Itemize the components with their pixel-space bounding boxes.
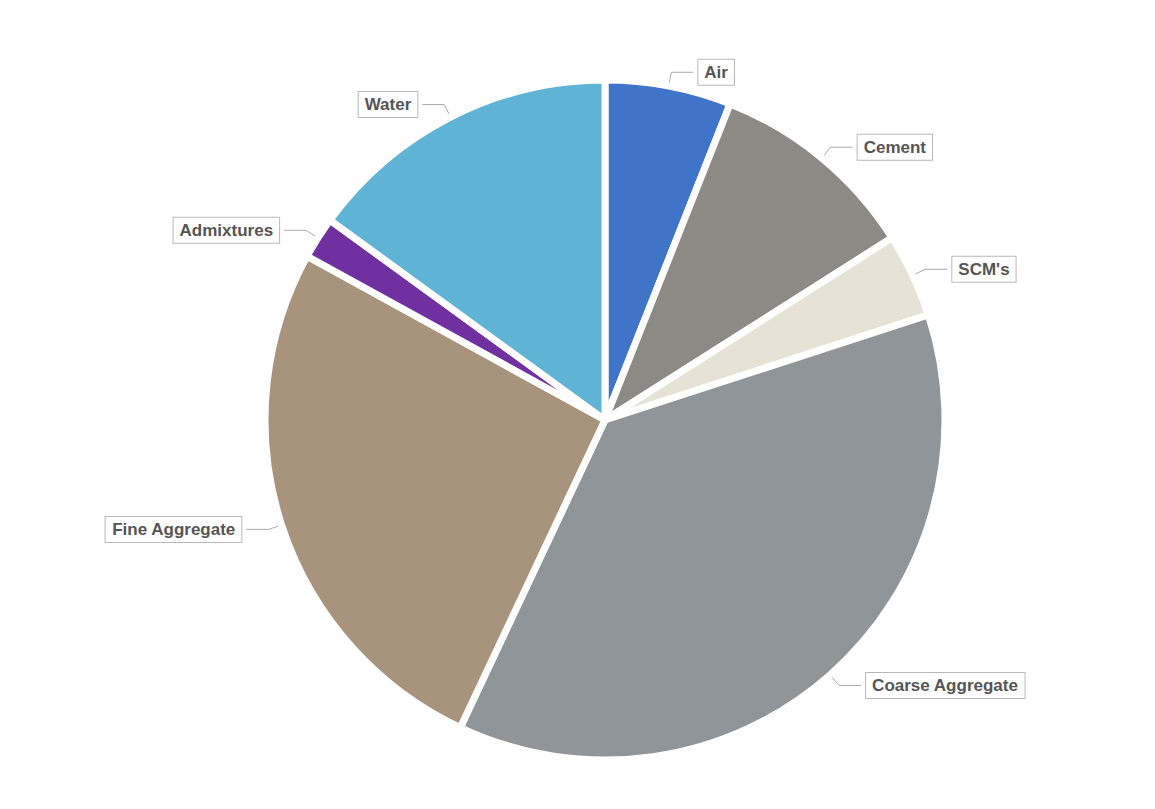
svg-text:Water: Water <box>365 95 412 114</box>
svg-text:Admixtures: Admixtures <box>180 221 274 240</box>
svg-text:Fine Aggregate: Fine Aggregate <box>112 520 235 539</box>
svg-text:Coarse Aggregate: Coarse Aggregate <box>872 676 1018 695</box>
svg-text:Cement: Cement <box>864 138 927 157</box>
svg-text:Air: Air <box>704 63 728 82</box>
svg-text:SCM's: SCM's <box>958 260 1009 279</box>
